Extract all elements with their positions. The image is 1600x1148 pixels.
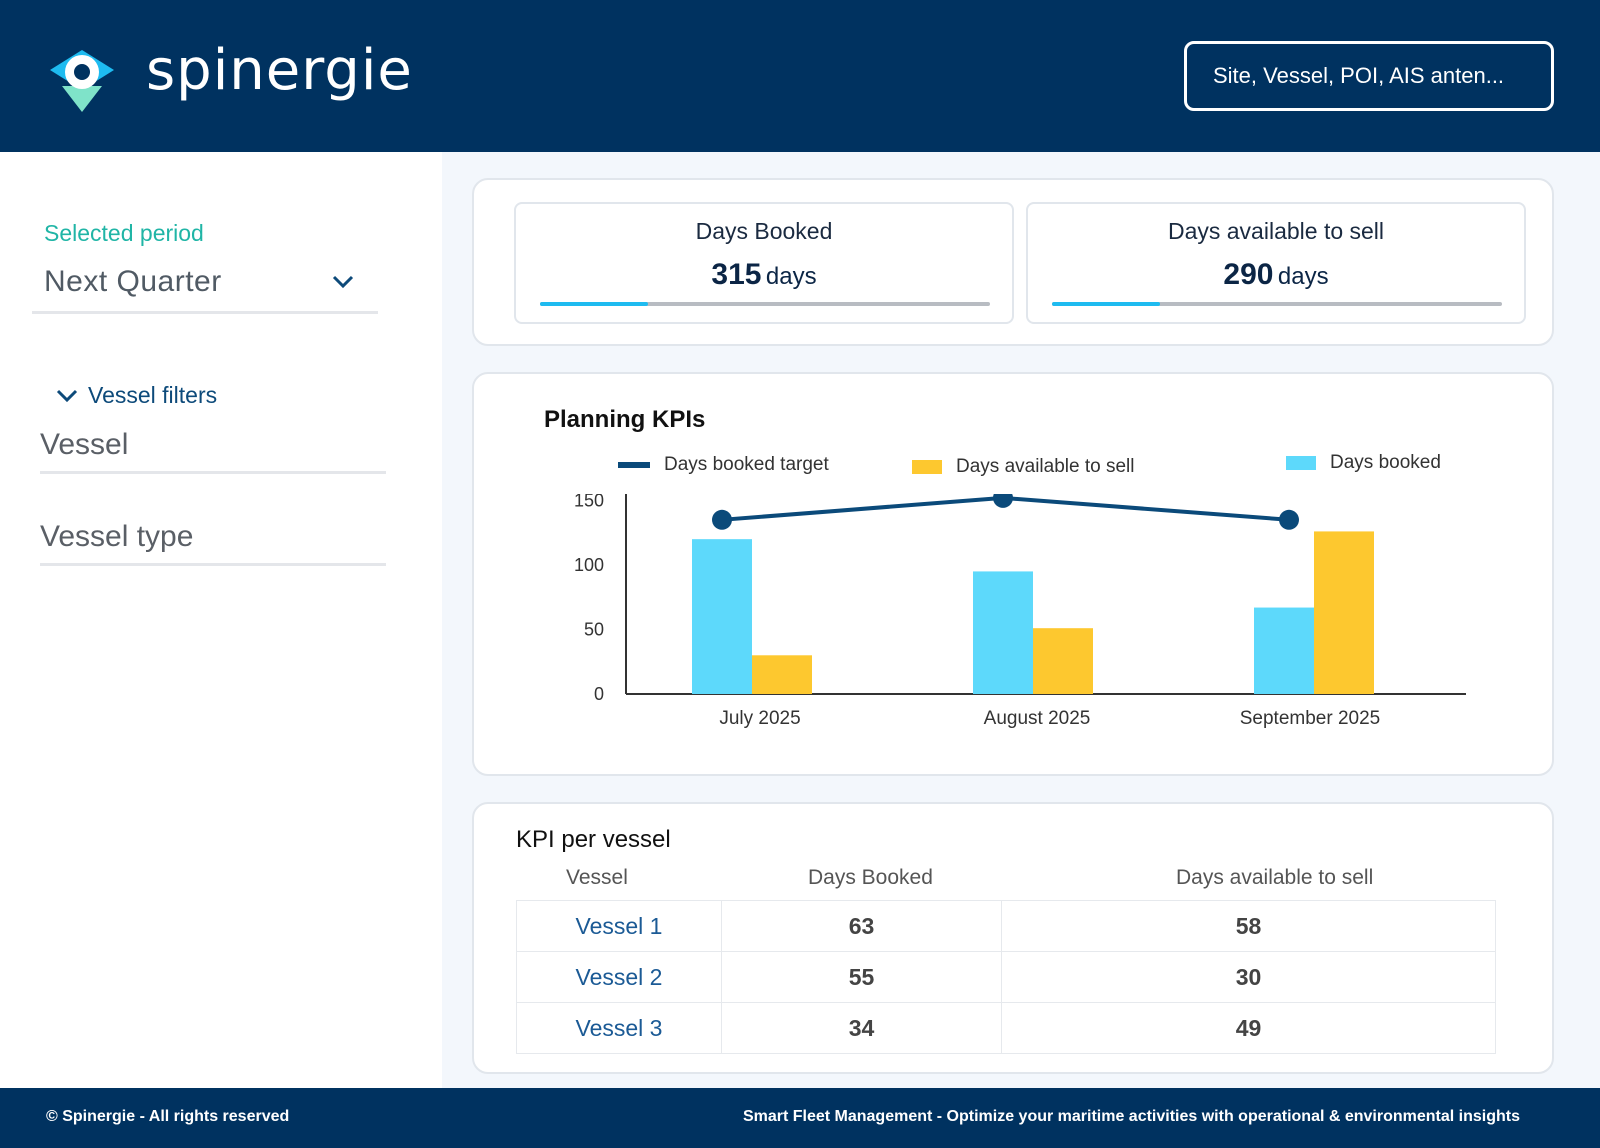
days-available-cell: 30 xyxy=(1001,951,1496,1003)
kpi-value: 290 xyxy=(1223,258,1274,291)
legend-label: Days available to sell xyxy=(956,456,1135,477)
y-tick-label: 150 xyxy=(574,494,604,510)
kpi-days-available: Days available to sell 290 days xyxy=(1026,202,1526,324)
bar-days-available-to-sell xyxy=(1314,531,1374,694)
vessel-link[interactable]: Vessel 3 xyxy=(516,1002,722,1054)
chart-title: Planning KPIs xyxy=(544,406,706,433)
x-tick-label: August 2025 xyxy=(984,708,1091,729)
y-tick-label: 0 xyxy=(594,684,604,704)
vessel-filter-field[interactable]: Vessel xyxy=(40,418,386,474)
column-header-days-booked: Days Booked xyxy=(808,866,933,889)
legend-item-target: Days booked target xyxy=(618,454,829,476)
kpi-value: 315 xyxy=(711,258,762,291)
days-available-cell: 58 xyxy=(1001,900,1496,952)
global-search-box[interactable] xyxy=(1184,41,1554,111)
legend-item-booked: Days booked xyxy=(1286,452,1441,474)
kpi-title: Days available to sell xyxy=(1167,218,1385,244)
bar-days-booked xyxy=(692,539,752,694)
vessel-filters-toggle[interactable]: Vessel filters xyxy=(56,382,217,409)
days-booked-cell: 34 xyxy=(721,1002,1002,1054)
vessel-type-filter-field[interactable]: Vessel type xyxy=(40,510,386,566)
y-tick-label: 50 xyxy=(584,619,604,639)
x-tick-label: July 2025 xyxy=(719,708,800,729)
selected-period-label: Selected period xyxy=(44,220,204,246)
kpi-title: Days Booked xyxy=(695,218,833,244)
target-point xyxy=(1279,509,1299,530)
legend-label: Days booked xyxy=(1330,452,1441,473)
x-tick-label: September 2025 xyxy=(1240,708,1381,729)
spinergie-logo-icon xyxy=(50,50,114,112)
kpi-unit: days xyxy=(765,263,817,290)
legend-box-swatch xyxy=(1286,456,1316,470)
table-title: KPI per vessel xyxy=(516,826,671,853)
period-dropdown[interactable]: Next Quarter xyxy=(32,252,378,314)
bar-days-booked xyxy=(973,571,1033,694)
table-row: Vessel 3 34 49 xyxy=(516,1002,1496,1054)
brand-logo-text: spinergie xyxy=(146,38,413,103)
bar-days-booked xyxy=(1254,607,1314,694)
y-tick-label: 100 xyxy=(574,555,604,575)
footer-copyright: © Spinergie - All rights reserved xyxy=(46,1108,290,1125)
table-row: Vessel 2 55 30 xyxy=(516,951,1496,1003)
column-header-vessel: Vessel xyxy=(566,866,628,889)
target-point xyxy=(993,494,1013,508)
vessel-link[interactable]: Vessel 1 xyxy=(516,900,722,952)
kpi-per-vessel-card: KPI per vessel Vessel Days Booked Days a… xyxy=(472,802,1554,1074)
planning-kpis-chart: 0 50 100 150 July 2025 August 2025 September 2… xyxy=(574,494,1466,729)
global-search-input[interactable] xyxy=(1213,63,1525,89)
vessel-kpi-table: Vessel 1 63 58 Vessel 2 55 30 Vessel 3 3… xyxy=(516,900,1496,1054)
page-footer: © Spinergie - All rights reserved Smart … xyxy=(0,1088,1600,1148)
days-booked-cell: 55 xyxy=(721,951,1002,1003)
chevron-down-icon xyxy=(56,389,78,402)
kpi-summary-card: Days Booked 315 days Days available to s… xyxy=(472,178,1554,346)
legend-box-swatch xyxy=(912,460,942,474)
planning-kpis-card: Planning KPIs Days booked target Days av… xyxy=(472,372,1554,776)
days-available-cell: 49 xyxy=(1001,1002,1496,1054)
legend-line-swatch xyxy=(618,462,650,468)
kpi-progress-bar xyxy=(540,302,990,306)
footer-tagline: Smart Fleet Management - Optimize your m… xyxy=(742,1108,1520,1125)
vessel-filters-label: Vessel filters xyxy=(88,382,218,408)
kpi-progress-fill xyxy=(1052,302,1160,306)
legend-label: Days booked target xyxy=(664,454,829,475)
kpi-unit: days xyxy=(1277,263,1329,290)
top-header: spinergie xyxy=(0,0,1600,152)
column-header-days-available: Days available to sell xyxy=(1176,866,1374,889)
kpi-days-booked: Days Booked 315 days xyxy=(514,202,1014,324)
filters-sidebar: Selected period Next Quarter Vessel filt… xyxy=(0,152,442,1088)
days-booked-cell: 63 xyxy=(721,900,1002,952)
vessel-link[interactable]: Vessel 2 xyxy=(516,951,722,1003)
kpi-progress-fill xyxy=(540,302,648,306)
table-row: Vessel 1 63 58 xyxy=(516,900,1496,952)
kpi-progress-bar xyxy=(1052,302,1502,306)
chevron-down-icon xyxy=(332,275,354,288)
legend-item-available: Days available to sell xyxy=(912,456,1134,478)
target-point xyxy=(712,509,732,530)
period-dropdown-value: Next Quarter xyxy=(44,264,222,298)
main-content: Days Booked 315 days Days available to s… xyxy=(442,152,1600,1088)
bar-days-available-to-sell xyxy=(1033,628,1093,694)
bar-days-available-to-sell xyxy=(752,655,812,694)
